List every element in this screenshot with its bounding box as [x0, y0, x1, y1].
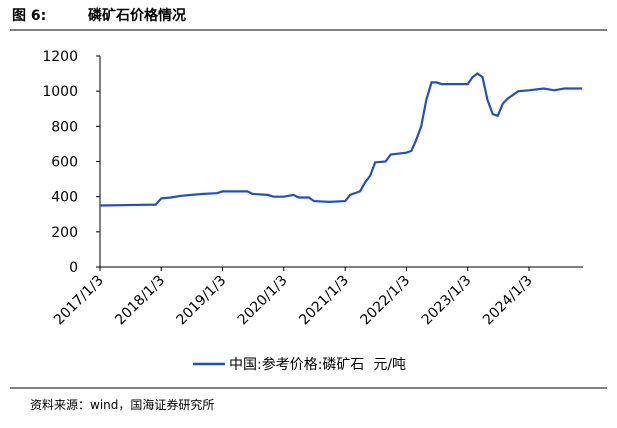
legend-label: 中国:参考价格:磷矿石 元/吨 — [229, 356, 406, 373]
y-tick-label: 1200 — [42, 49, 78, 65]
source: 资料来源：wind，国海证券研究所 — [30, 397, 214, 412]
y-tick-label: 600 — [51, 155, 78, 171]
x-tick-label: 2024/1/3 — [480, 273, 536, 329]
x-tick-label: 2019/1/3 — [174, 273, 230, 329]
y-tick-label: 200 — [51, 225, 78, 241]
line-series — [99, 72, 583, 207]
figure-label: 图 6: — [12, 8, 46, 24]
x-tick-label: 2020/1/3 — [235, 273, 291, 329]
y-tick-label: 800 — [51, 119, 78, 135]
x-tick-label: 2021/1/3 — [296, 273, 352, 329]
x-tick-label: 2018/1/3 — [112, 273, 168, 329]
x-tick-label: 2023/1/3 — [419, 273, 475, 329]
y-tick-label: 1000 — [42, 84, 78, 100]
x-tick-label: 2017/1/3 — [51, 273, 107, 329]
x-tick-label: 2022/1/3 — [357, 273, 413, 329]
chart-title: 磷矿石价格情况 — [88, 7, 186, 24]
y-tick-label: 0 — [69, 260, 78, 276]
y-tick-label: 400 — [51, 190, 78, 206]
